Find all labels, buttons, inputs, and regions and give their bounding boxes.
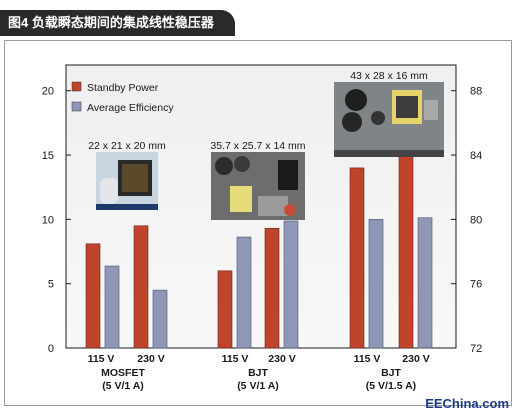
left-tick-label: 15 bbox=[42, 150, 54, 162]
category-label: 115 V bbox=[222, 353, 249, 365]
category-label: 230 V bbox=[268, 353, 295, 365]
right-tick-label: 84 bbox=[470, 150, 482, 162]
right-tick-label: 72 bbox=[470, 343, 482, 355]
bar-standby-power bbox=[85, 243, 101, 349]
bars-layer bbox=[85, 140, 433, 349]
photo-bjt-1-5a-module bbox=[334, 82, 444, 157]
bar-average-efficiency bbox=[417, 217, 433, 349]
watermark: EEChina.com bbox=[425, 396, 509, 411]
category-labels: 115 V 230 V 115 V 230 V 115 V 230 V bbox=[88, 353, 430, 365]
group-label-rating: (5 V/1 A) bbox=[237, 380, 279, 392]
bar-standby-power bbox=[349, 167, 365, 349]
left-axis-ticks: 0 5 10 15 20 bbox=[42, 86, 71, 355]
bar-standby-power bbox=[133, 225, 149, 349]
photo-bjt-1a-module bbox=[211, 152, 305, 220]
right-tick-label: 76 bbox=[470, 279, 482, 291]
group-labels: MOSFET(5 V/1 A)BJT(5 V/1 A)BJT(5 V/1.5 A… bbox=[101, 367, 416, 392]
bar-standby-power bbox=[264, 228, 280, 349]
category-label: 230 V bbox=[137, 353, 164, 365]
bar-average-efficiency bbox=[104, 265, 120, 349]
bar-average-efficiency bbox=[152, 289, 168, 349]
group-label-rating: (5 V/1.5 A) bbox=[366, 380, 416, 392]
bar-average-efficiency bbox=[368, 219, 384, 349]
right-tick-label: 80 bbox=[470, 214, 482, 226]
group-label-name: MOSFET bbox=[101, 367, 145, 379]
left-tick-label: 0 bbox=[48, 343, 54, 355]
photo-caption: 35.7 x 25.7 x 14 mm bbox=[210, 140, 305, 152]
legend-swatch bbox=[71, 101, 82, 112]
left-tick-label: 20 bbox=[42, 86, 54, 98]
bar-average-efficiency bbox=[283, 220, 299, 349]
group-label-rating: (5 V/1 A) bbox=[102, 380, 144, 392]
bar-standby-power bbox=[217, 270, 233, 349]
right-axis-ticks: 72 76 80 84 88 bbox=[451, 86, 482, 355]
figure-title: 图4 负载瞬态期间的集成线性稳压器 bbox=[0, 10, 235, 36]
group-label-name: BJT bbox=[248, 367, 268, 379]
left-tick-label: 5 bbox=[48, 279, 54, 291]
category-label: 230 V bbox=[402, 353, 429, 365]
photo-mosfet-module bbox=[96, 152, 158, 210]
group-label-name: BJT bbox=[381, 367, 401, 379]
legend-label: Standby Power bbox=[87, 82, 159, 94]
left-tick-label: 10 bbox=[42, 214, 54, 226]
photo-captions: 22 x 21 x 20 mm 35.7 x 25.7 x 14 mm 43 x 2… bbox=[88, 70, 428, 152]
bar-standby-power bbox=[398, 140, 414, 349]
legend-label: Average Efficiency bbox=[87, 102, 174, 114]
category-label: 115 V bbox=[88, 353, 115, 365]
legend-swatch bbox=[71, 81, 82, 92]
category-label: 115 V bbox=[354, 353, 381, 365]
bar-average-efficiency bbox=[236, 236, 252, 349]
title-bar: 图4 负载瞬态期间的集成线性稳压器 bbox=[0, 0, 519, 40]
right-tick-label: 88 bbox=[470, 86, 482, 98]
photo-caption: 43 x 28 x 16 mm bbox=[350, 70, 428, 82]
legend: Standby Power Average Efficiency bbox=[71, 81, 174, 114]
photo-caption: 22 x 21 x 20 mm bbox=[88, 140, 166, 152]
